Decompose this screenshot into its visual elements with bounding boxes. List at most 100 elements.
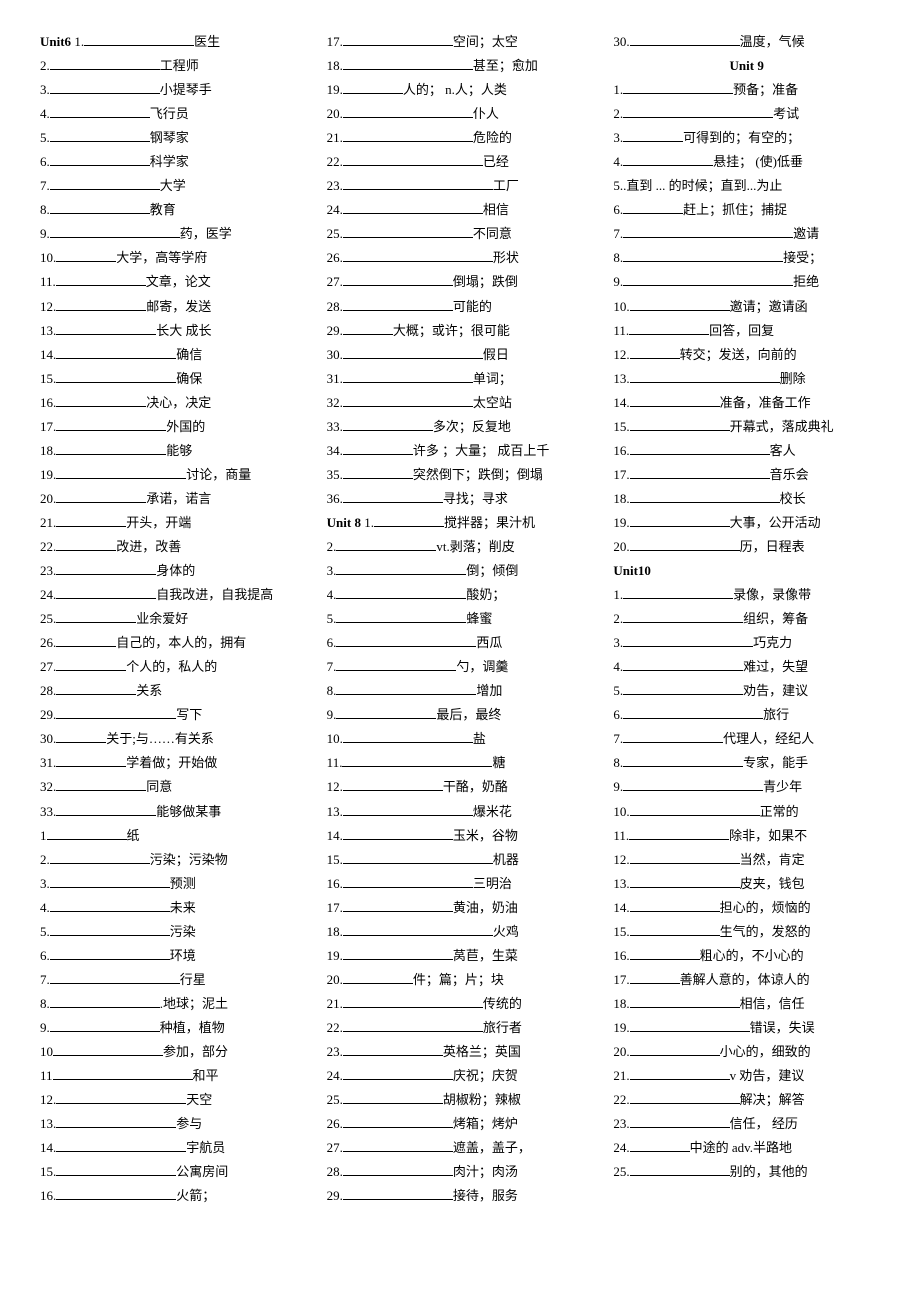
fill-blank[interactable] xyxy=(623,153,713,166)
fill-blank[interactable] xyxy=(343,899,453,912)
fill-blank[interactable] xyxy=(630,514,730,527)
fill-blank[interactable] xyxy=(343,57,473,70)
fill-blank[interactable] xyxy=(623,658,743,671)
fill-blank[interactable] xyxy=(630,394,720,407)
fill-blank[interactable] xyxy=(56,298,146,311)
fill-blank[interactable] xyxy=(56,706,176,719)
fill-blank[interactable] xyxy=(630,851,740,864)
fill-blank[interactable] xyxy=(50,81,160,94)
fill-blank[interactable] xyxy=(343,971,413,984)
fill-blank[interactable] xyxy=(343,370,473,383)
fill-blank[interactable] xyxy=(343,827,453,840)
fill-blank[interactable] xyxy=(56,586,156,599)
fill-blank[interactable] xyxy=(50,875,170,888)
fill-blank[interactable] xyxy=(343,466,413,479)
fill-blank[interactable] xyxy=(630,442,770,455)
fill-blank[interactable] xyxy=(50,995,160,1008)
fill-blank[interactable] xyxy=(343,995,483,1008)
fill-blank[interactable] xyxy=(343,1139,453,1152)
fill-blank[interactable] xyxy=(56,778,146,791)
fill-blank[interactable] xyxy=(56,1139,186,1152)
fill-blank[interactable] xyxy=(53,1067,193,1080)
fill-blank[interactable] xyxy=(623,129,683,142)
fill-blank[interactable] xyxy=(343,947,453,960)
fill-blank[interactable] xyxy=(56,466,186,479)
fill-blank[interactable] xyxy=(50,57,160,70)
fill-blank[interactable] xyxy=(630,971,680,984)
fill-blank[interactable] xyxy=(56,562,156,575)
fill-blank[interactable] xyxy=(343,201,483,214)
fill-blank[interactable] xyxy=(336,586,466,599)
fill-blank[interactable] xyxy=(623,586,733,599)
fill-blank[interactable] xyxy=(56,730,106,743)
fill-blank[interactable] xyxy=(343,153,483,166)
fill-blank[interactable] xyxy=(336,634,476,647)
fill-blank[interactable] xyxy=(336,658,456,671)
fill-blank[interactable] xyxy=(56,634,116,647)
fill-blank[interactable] xyxy=(336,682,476,695)
fill-blank[interactable] xyxy=(343,298,453,311)
fill-blank[interactable] xyxy=(50,105,150,118)
fill-blank[interactable] xyxy=(623,610,743,623)
fill-blank[interactable] xyxy=(343,1019,483,1032)
fill-blank[interactable] xyxy=(56,538,116,551)
fill-blank[interactable] xyxy=(343,418,433,431)
fill-blank[interactable] xyxy=(630,947,700,960)
fill-blank[interactable] xyxy=(50,947,170,960)
fill-blank[interactable] xyxy=(56,249,116,262)
fill-blank[interactable] xyxy=(336,706,436,719)
fill-blank[interactable] xyxy=(343,1067,453,1080)
fill-blank[interactable] xyxy=(343,322,393,335)
fill-blank[interactable] xyxy=(336,538,436,551)
fill-blank[interactable] xyxy=(56,1091,186,1104)
fill-blank[interactable] xyxy=(630,1043,720,1056)
fill-blank[interactable] xyxy=(343,105,473,118)
fill-blank[interactable] xyxy=(630,803,760,816)
fill-blank[interactable] xyxy=(50,201,150,214)
fill-blank[interactable] xyxy=(623,249,783,262)
fill-blank[interactable] xyxy=(56,418,166,431)
fill-blank[interactable] xyxy=(56,803,156,816)
fill-blank[interactable] xyxy=(56,442,166,455)
fill-blank[interactable] xyxy=(623,682,743,695)
fill-blank[interactable] xyxy=(342,754,492,767)
fill-blank[interactable] xyxy=(343,875,473,888)
fill-blank[interactable] xyxy=(343,273,453,286)
fill-blank[interactable] xyxy=(629,322,709,335)
fill-blank[interactable] xyxy=(336,610,466,623)
fill-blank[interactable] xyxy=(630,298,730,311)
fill-blank[interactable] xyxy=(343,1043,443,1056)
fill-blank[interactable] xyxy=(630,346,680,359)
fill-blank[interactable] xyxy=(623,778,763,791)
fill-blank[interactable] xyxy=(630,1091,740,1104)
fill-blank[interactable] xyxy=(56,658,126,671)
fill-blank[interactable] xyxy=(50,225,180,238)
fill-blank[interactable] xyxy=(630,875,740,888)
fill-blank[interactable] xyxy=(630,466,770,479)
fill-blank[interactable] xyxy=(623,706,763,719)
fill-blank[interactable] xyxy=(336,562,466,575)
fill-blank[interactable] xyxy=(56,1115,176,1128)
fill-blank[interactable] xyxy=(343,442,413,455)
fill-blank[interactable] xyxy=(343,346,483,359)
fill-blank[interactable] xyxy=(343,33,453,46)
fill-blank[interactable] xyxy=(343,177,493,190)
fill-blank[interactable] xyxy=(47,827,127,840)
fill-blank[interactable] xyxy=(56,1187,176,1200)
fill-blank[interactable] xyxy=(50,1019,160,1032)
fill-blank[interactable] xyxy=(630,1115,730,1128)
fill-blank[interactable] xyxy=(630,1139,690,1152)
fill-blank[interactable] xyxy=(630,1067,730,1080)
fill-blank[interactable] xyxy=(56,754,126,767)
fill-blank[interactable] xyxy=(343,803,473,816)
fill-blank[interactable] xyxy=(630,370,780,383)
fill-blank[interactable] xyxy=(343,81,403,94)
fill-blank[interactable] xyxy=(56,273,146,286)
fill-blank[interactable] xyxy=(343,730,473,743)
fill-blank[interactable] xyxy=(623,273,793,286)
fill-blank[interactable] xyxy=(50,851,150,864)
fill-blank[interactable] xyxy=(623,105,773,118)
fill-blank[interactable] xyxy=(630,995,740,1008)
fill-blank[interactable] xyxy=(623,81,733,94)
fill-blank[interactable] xyxy=(56,322,156,335)
